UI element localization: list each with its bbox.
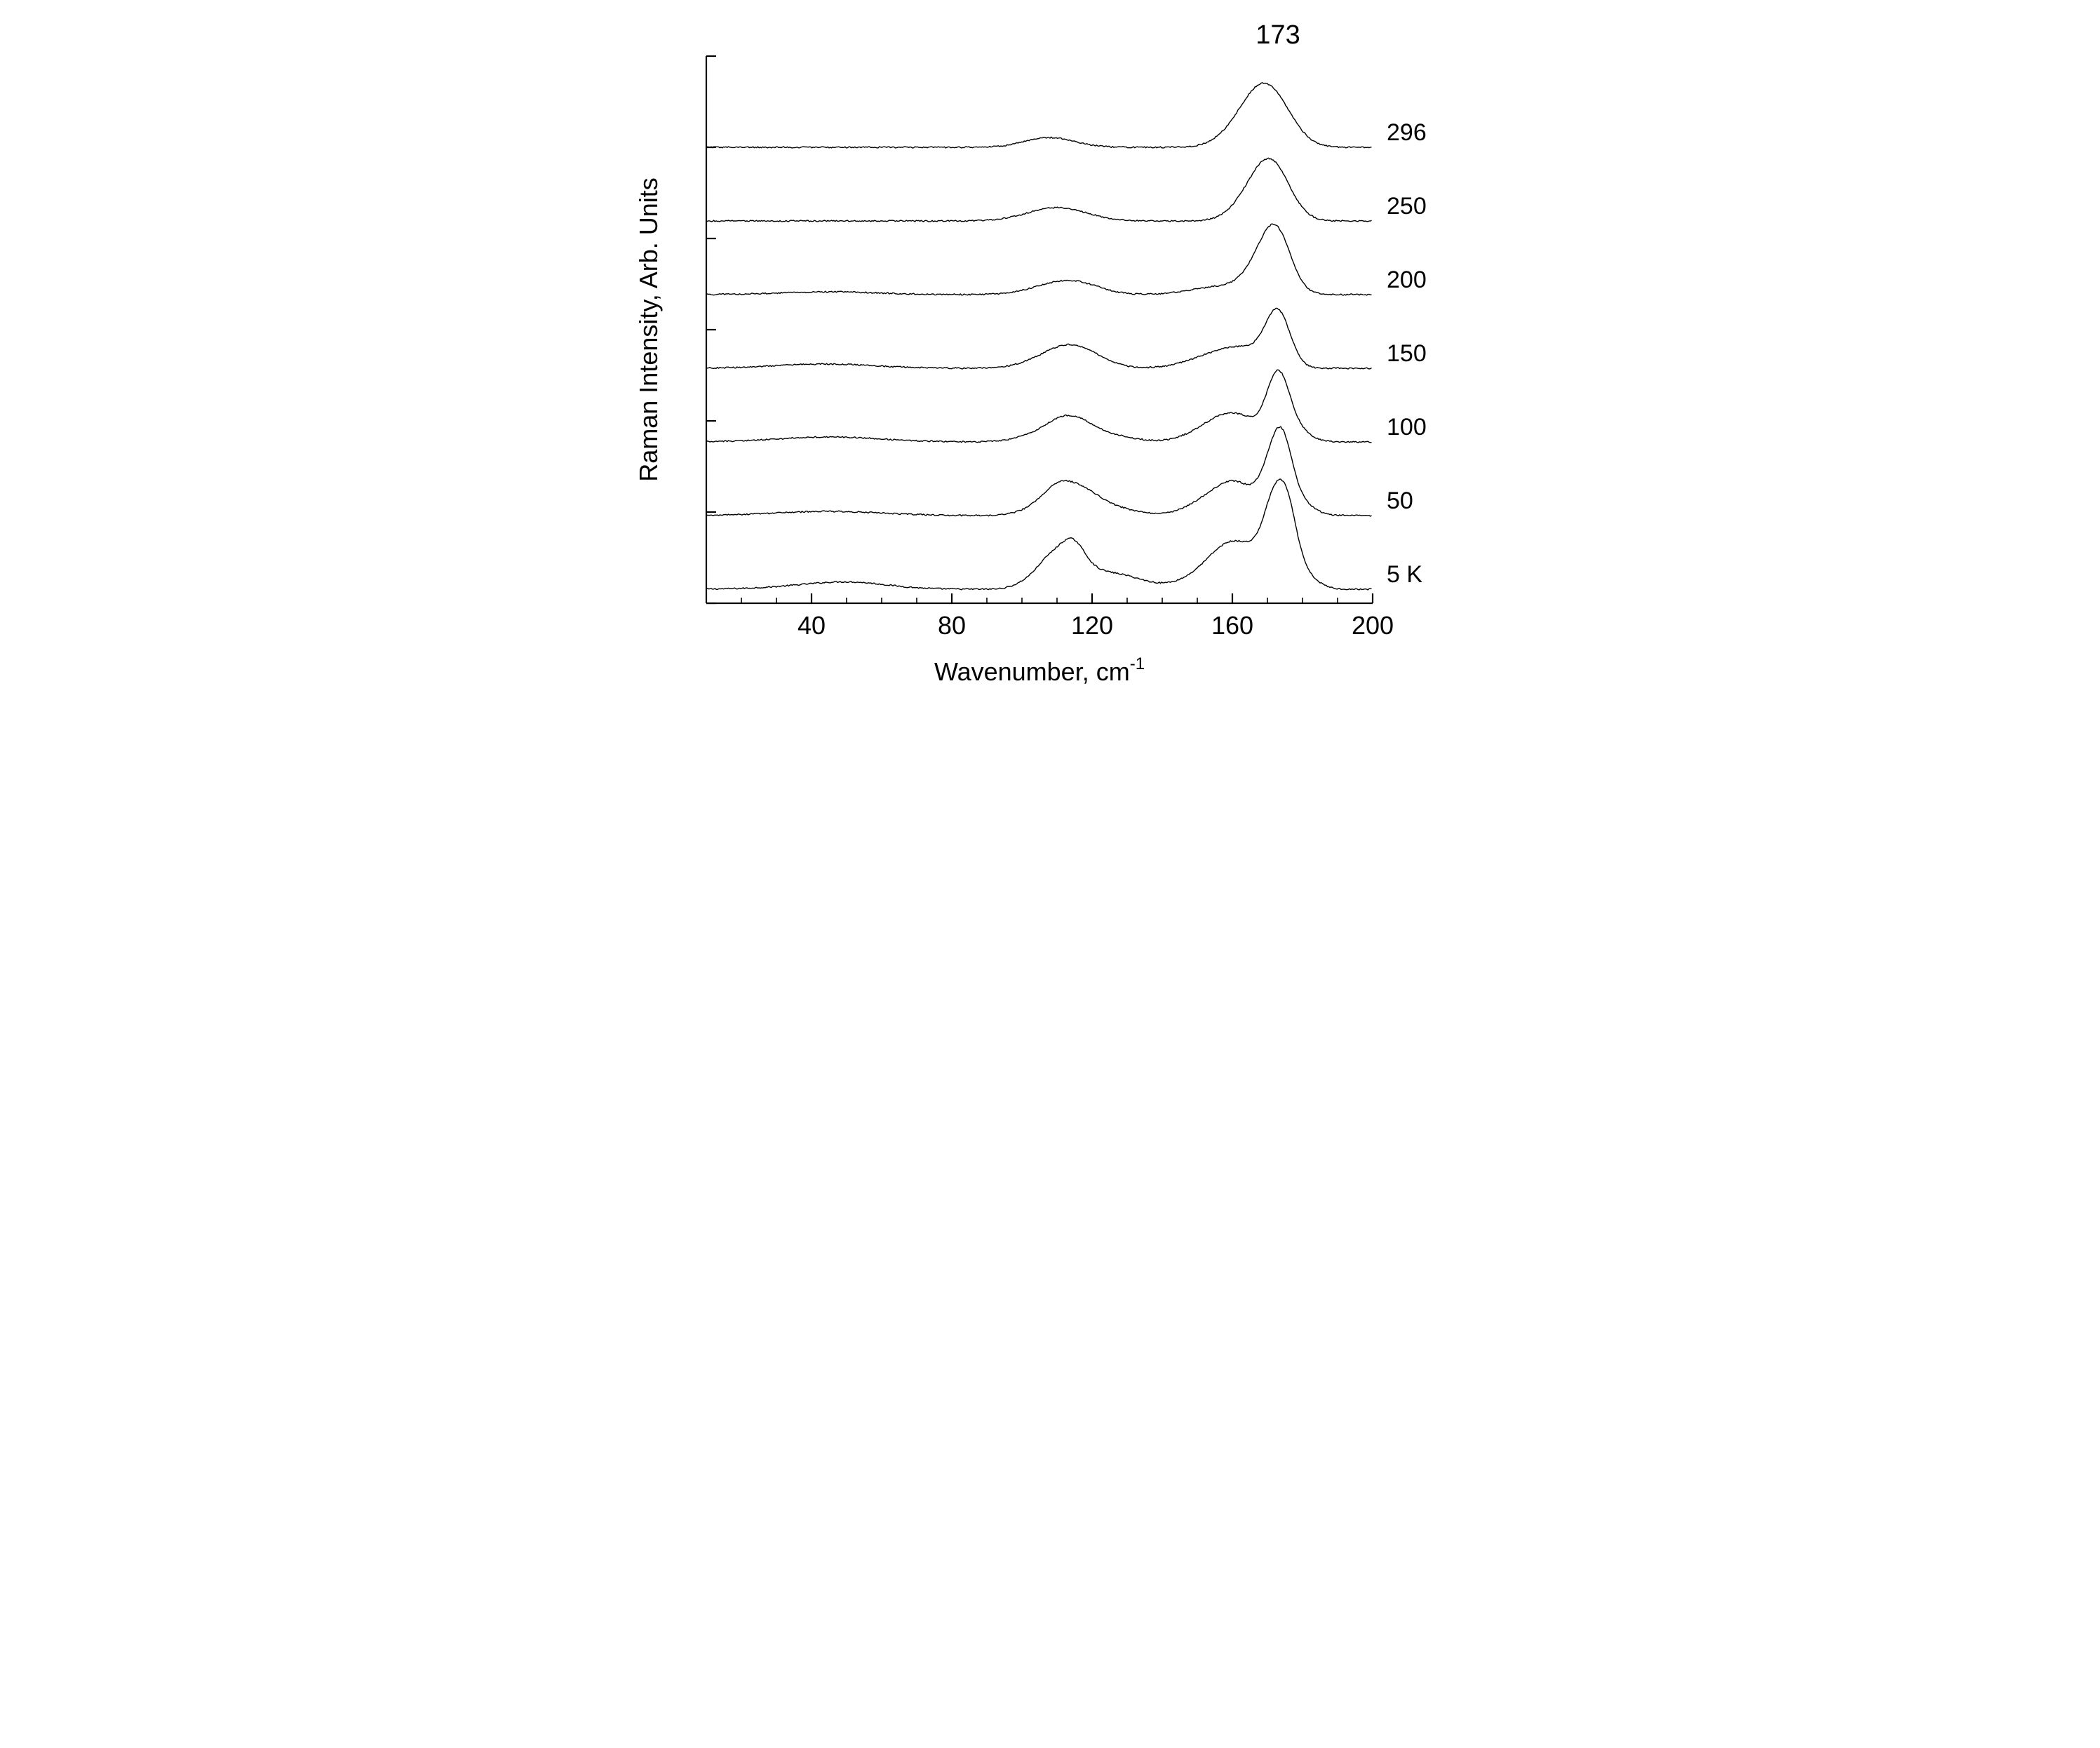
chart-svg: 40 80 120 160 200 Wavenumber, cm-1 Raman Inten… [629, 14, 1471, 715]
curve-label: 100 [1387, 414, 1427, 441]
curve-label: 296 [1387, 119, 1427, 146]
x-tick-label: 40 [797, 611, 826, 640]
peak-label: 173 [1256, 20, 1300, 50]
raman-spectra-chart: 40 80 120 160 200 Wavenumber, cm-1 Raman Inten… [629, 14, 1471, 715]
x-tick-label: 160 [1211, 611, 1253, 640]
x-axis-label: Wavenumber, cm-1 [934, 654, 1145, 686]
curve-label: 250 [1387, 193, 1427, 220]
x-tick-label: 80 [938, 611, 966, 640]
x-tick-label: 120 [1071, 611, 1113, 640]
curve-label: 150 [1387, 340, 1427, 367]
curve-label: 5 K [1387, 561, 1422, 588]
curve-label: 50 [1387, 488, 1413, 514]
y-axis-label: Raman Intensity, Arb. Units [634, 177, 663, 482]
curve-label: 200 [1387, 267, 1427, 293]
x-tick-label: 200 [1352, 611, 1394, 640]
